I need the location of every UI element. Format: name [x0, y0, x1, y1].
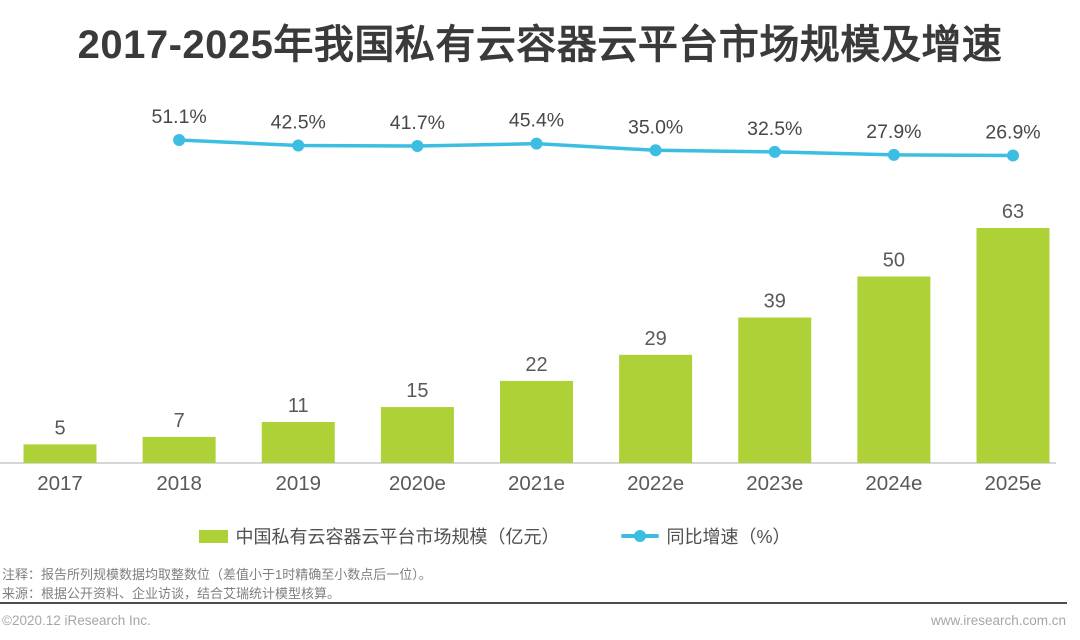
x-axis-label: 2021e — [508, 472, 565, 495]
website-link[interactable]: www.iresearch.com.cn — [930, 613, 1066, 628]
legend-line-label: 同比增速（%） — [666, 527, 791, 547]
legend-item-market-size: 中国私有云容器云平台市场规模（亿元） — [199, 523, 559, 549]
bar-value-label: 63 — [1002, 201, 1024, 223]
footer-bar: ©2020.12 iResearch Inc. www.iresearch.co… — [0, 610, 1080, 640]
x-axis-label: 2018 — [156, 472, 202, 495]
copyright-text: ©2020.12 iResearch Inc. — [2, 613, 151, 628]
growth-value-label: 51.1% — [151, 106, 206, 128]
x-axis-label: 2024e — [865, 472, 922, 495]
market-size-growth-chart: 5 2017 7 2018 11 2019 15 2020e 22 2021e 29 2022e 39 2… — [0, 106, 1056, 495]
x-axis-label: 2025e — [984, 472, 1041, 495]
growth-point — [649, 144, 662, 157]
bar-2022e — [619, 354, 693, 463]
bar-2018 — [142, 436, 216, 463]
bar-2023e — [738, 317, 812, 463]
note-definition: 注释：报告所列规模数据均取整数位（差值小于1时精确至小数点后一位）。 — [2, 567, 432, 582]
growth-point — [411, 140, 424, 153]
footnotes: 注释：报告所列规模数据均取整数位（差值小于1时精确至小数点后一位）。 来源：根据… — [2, 565, 1080, 603]
growth-point — [1007, 149, 1019, 162]
x-axis-label: 2019 — [275, 472, 321, 495]
bar-2019 — [261, 421, 335, 463]
x-axis-label: 2017 — [37, 472, 83, 495]
bar-value-label: 50 — [883, 249, 905, 271]
bar-value-label: 11 — [288, 395, 309, 417]
note-source: 来源：根据公开资料、企业访谈，结合艾瑞统计模型核算。 — [2, 586, 341, 601]
growth-value-label: 45.4% — [509, 110, 564, 132]
growth-line — [177, 138, 1015, 158]
bar-value-label: 39 — [764, 291, 786, 313]
growth-value-label: 41.7% — [390, 112, 445, 134]
bar-2020e — [380, 407, 454, 463]
x-axis-label: 2023e — [746, 472, 803, 495]
growth-point — [173, 134, 186, 146]
growth-value-label: 27.9% — [866, 121, 921, 143]
legend-item-growth-rate: 同比增速（%） — [621, 523, 791, 549]
bar-2024e — [857, 276, 931, 463]
growth-point — [768, 145, 781, 158]
bar-2021e — [500, 380, 573, 463]
footer-separator-line — [0, 602, 1067, 604]
legend-bar-label: 中国私有云容器云平台市场规模（亿元） — [235, 527, 560, 547]
bar-value-label: 22 — [525, 354, 547, 376]
x-axis-label: 2022e — [627, 472, 684, 495]
line-series-swatch-icon — [621, 530, 660, 542]
x-axis-label: 2020e — [389, 472, 446, 495]
bar-value-label: 7 — [174, 410, 185, 432]
chart-legend: 中国私有云容器云平台市场规模（亿元） 同比增速（%） — [0, 523, 1035, 549]
bar-2017 — [23, 444, 97, 463]
bar-value-label: 15 — [406, 380, 428, 402]
growth-value-label: 42.5% — [271, 112, 326, 134]
growth-value-label: 26.9% — [985, 121, 1040, 143]
growth-point — [530, 137, 543, 150]
growth-point — [292, 139, 305, 152]
bar-value-label: 29 — [645, 328, 667, 350]
bar-value-label: 5 — [54, 417, 65, 439]
bar-series-swatch-icon — [199, 529, 229, 543]
growth-point — [887, 148, 900, 161]
growth-value-label: 35.0% — [628, 116, 683, 138]
chart-title: 2017-2025年我国私有云容器云平台市场规模及增速 — [77, 23, 1003, 67]
growth-value-label: 32.5% — [747, 118, 802, 140]
bar-2025e — [976, 227, 1050, 463]
